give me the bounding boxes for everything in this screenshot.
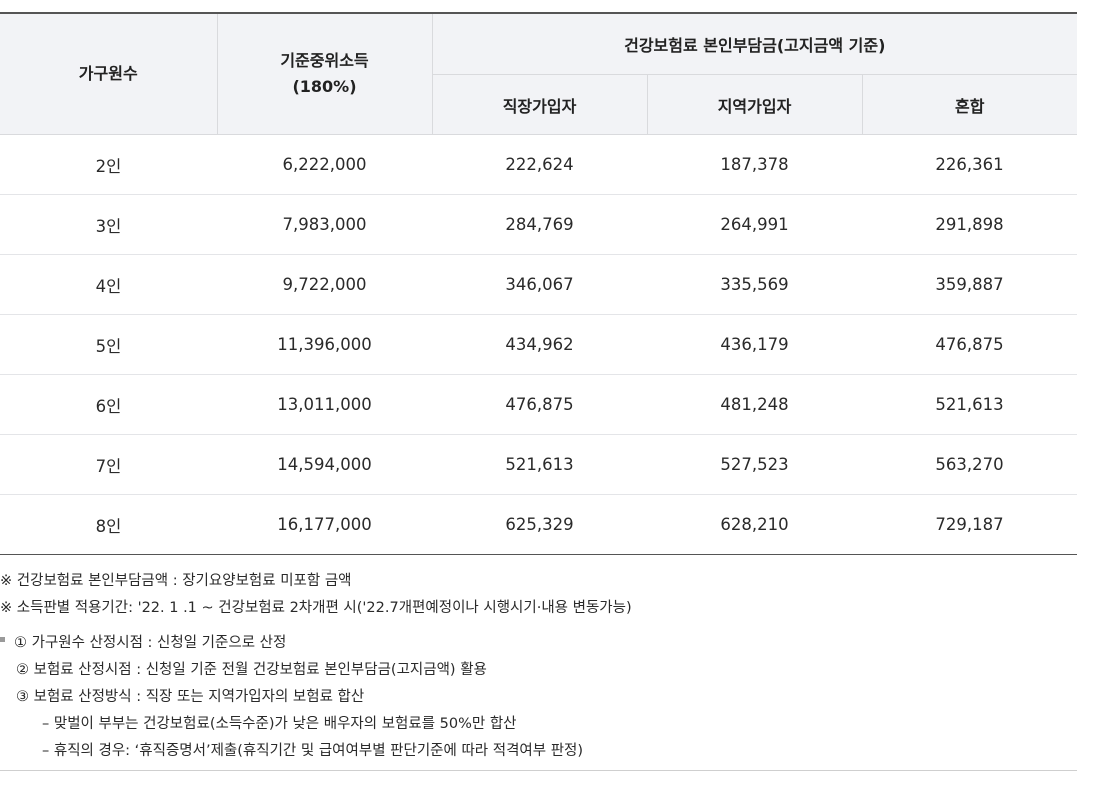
header-income-percent: (180%) <box>292 77 357 96</box>
cell-household: 4인 <box>0 254 217 315</box>
cell-mixed: 521,613 <box>862 374 1077 435</box>
cell-household: 8인 <box>0 494 217 555</box>
header-premium-group: 건강보험료 본인부담금(고지금액 기준) <box>432 13 1077 75</box>
header-median-income: 기준중위소득 (180%) <box>217 13 433 135</box>
cell-income: 9,722,000 <box>217 254 432 315</box>
header-mixed: 혼합 <box>862 74 1077 135</box>
cell-household: 7인 <box>0 434 217 495</box>
note-premium-method: ③ 보험료 산정방식 : 직장 또는 지역가입자의 보험료 합산 <box>16 689 365 705</box>
header-regional-label: 지역가입자 <box>717 96 792 116</box>
cell-regional: 264,991 <box>647 194 862 255</box>
bottom-divider <box>0 770 1077 771</box>
cell-regional: 335,569 <box>647 254 862 315</box>
note-premium-definition: ※ 건강보험료 본인부담금액 : 장기요양보험료 미포함 금액 <box>0 573 352 589</box>
cell-regional: 187,378 <box>647 134 862 195</box>
header-household: 가구원수 <box>0 13 218 135</box>
cell-household: 5인 <box>0 314 217 375</box>
table-row: 7인 14,594,000 521,613 527,523 563,270 <box>0 434 1077 495</box>
table-row: 2인 6,222,000 222,624 187,378 226,361 <box>0 134 1077 195</box>
cell-employee: 434,962 <box>432 314 647 375</box>
cell-employee: 346,067 <box>432 254 647 315</box>
cell-regional: 481,248 <box>647 374 862 435</box>
header-regional: 지역가입자 <box>647 74 863 135</box>
cell-household: 3인 <box>0 194 217 255</box>
cell-mixed: 476,875 <box>862 314 1077 375</box>
cell-employee: 476,875 <box>432 374 647 435</box>
header-household-label: 가구원수 <box>78 64 138 83</box>
cell-mixed: 359,887 <box>862 254 1077 315</box>
table-row: 3인 7,983,000 284,769 264,991 291,898 <box>0 194 1077 255</box>
cell-mixed: 729,187 <box>862 494 1077 555</box>
cell-employee: 284,769 <box>432 194 647 255</box>
note-application-period: ※ 소득판별 적용기간: '22. 1 .1 ~ 건강보험료 2차개편 시('2… <box>0 600 632 616</box>
table-row: 5인 11,396,000 434,962 436,179 476,875 <box>0 314 1077 375</box>
note-leave-of-absence: – 휴직의 경우: ‘휴직증명서’제출(휴직기간 및 급여여부별 판단기준에 따… <box>42 743 584 759</box>
table-row: 4인 9,722,000 346,067 335,569 359,887 <box>0 254 1077 315</box>
note-household-count-timing: ① 가구원수 산정시점 : 신청일 기준으로 산정 <box>14 635 287 651</box>
cell-income: 11,396,000 <box>217 314 432 375</box>
cell-regional: 436,179 <box>647 314 862 375</box>
note-premium-timing: ② 보험료 산정시점 : 신청일 기준 전월 건강보험료 본인부담금(고지금액)… <box>16 662 487 678</box>
cell-employee: 222,624 <box>432 134 647 195</box>
cell-regional: 527,523 <box>647 434 862 495</box>
cell-mixed: 226,361 <box>862 134 1077 195</box>
cell-income: 13,011,000 <box>217 374 432 435</box>
cell-household: 2인 <box>0 134 217 195</box>
header-employee: 직장가입자 <box>432 74 648 135</box>
income-premium-table: 가구원수 기준중위소득 (180%) 건강보험료 본인부담금(고지금액 기준) … <box>0 12 1077 555</box>
cell-income: 14,594,000 <box>217 434 432 495</box>
cell-mixed: 563,270 <box>862 434 1077 495</box>
note-dual-income: – 맞벌이 부부는 건강보험료(소득수준)가 낮은 배우자의 보험료를 50%만… <box>42 716 517 732</box>
cell-household: 6인 <box>0 374 217 435</box>
cell-income: 7,983,000 <box>217 194 432 255</box>
cell-employee: 625,329 <box>432 494 647 555</box>
bullet-icon <box>0 637 5 642</box>
cell-employee: 521,613 <box>432 434 647 495</box>
cell-income: 16,177,000 <box>217 494 432 555</box>
table-row: 6인 13,011,000 476,875 481,248 521,613 <box>0 374 1077 435</box>
header-income-label: 기준중위소득 <box>280 51 369 70</box>
table-row: 8인 16,177,000 625,329 628,210 729,187 <box>0 494 1077 555</box>
header-premium-label: 건강보험료 본인부담금(고지금액 기준) <box>624 36 886 55</box>
header-employee-label: 직장가입자 <box>502 96 577 116</box>
cell-income: 6,222,000 <box>217 134 432 195</box>
header-mixed-label: 혼합 <box>955 96 985 116</box>
cell-mixed: 291,898 <box>862 194 1077 255</box>
cell-regional: 628,210 <box>647 494 862 555</box>
